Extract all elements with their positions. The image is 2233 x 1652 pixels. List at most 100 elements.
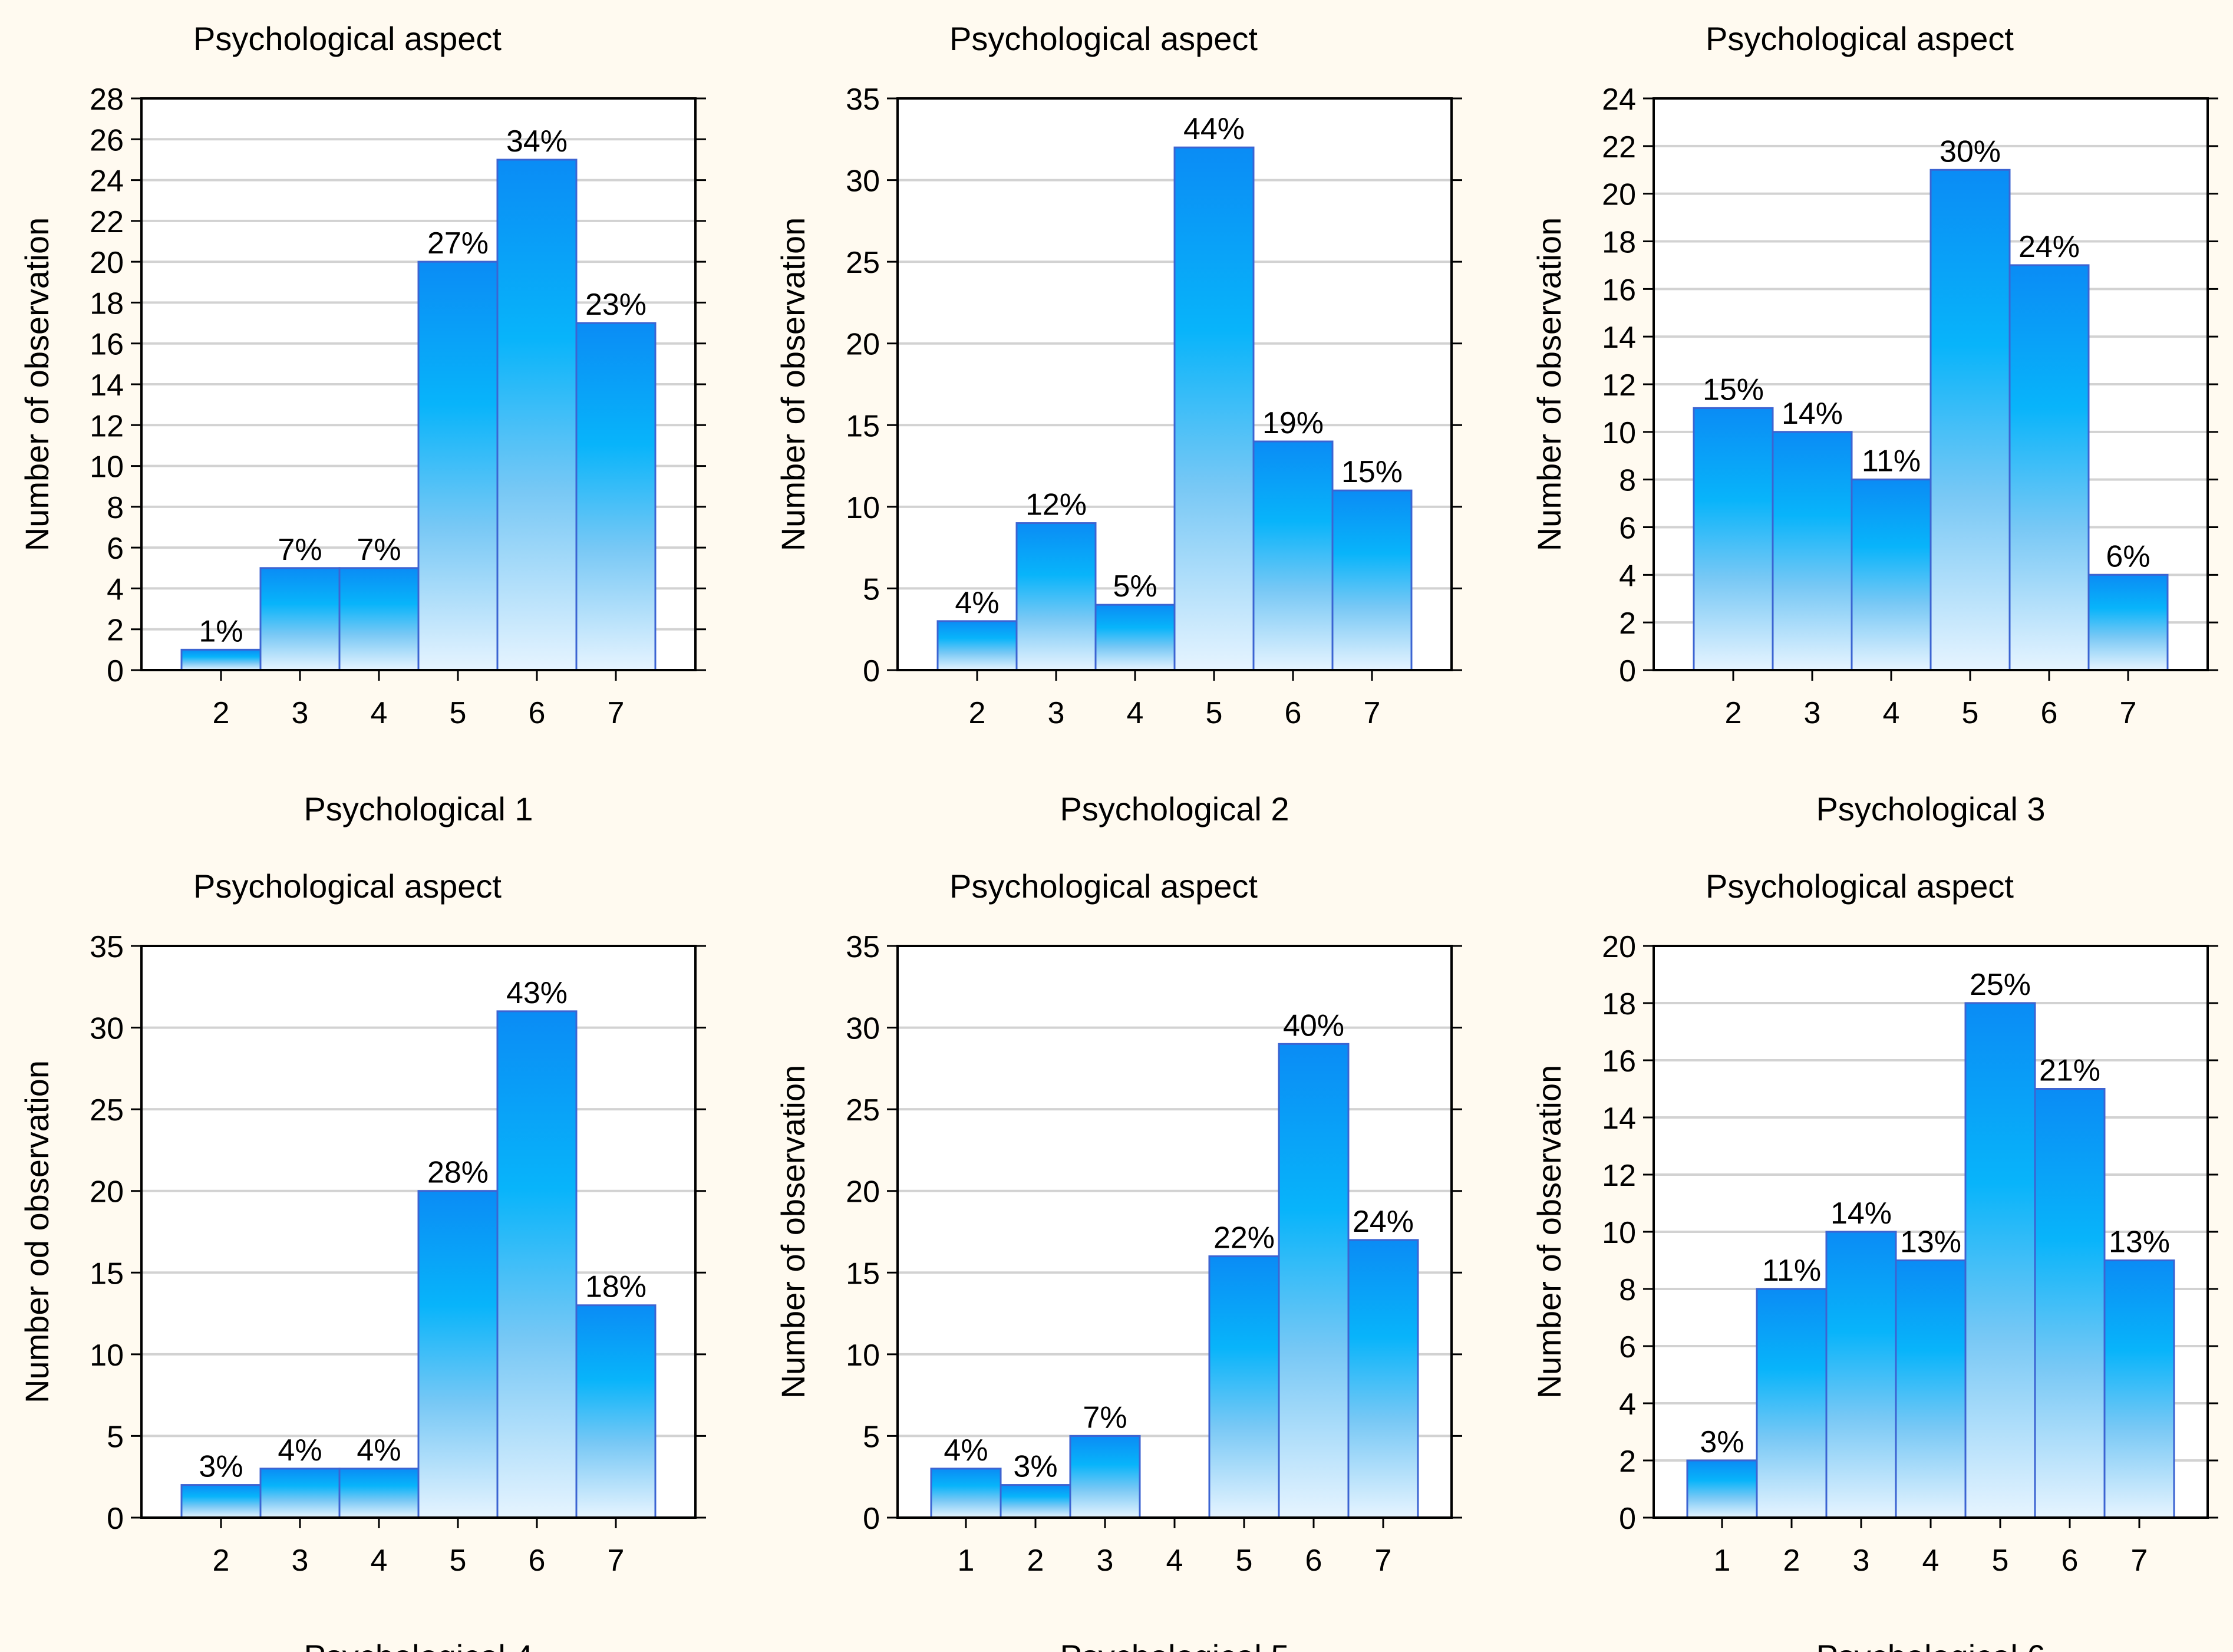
bar-percent-label: 15% xyxy=(1703,372,1764,407)
bars xyxy=(1686,1002,2175,1519)
y-tick-label: 20 xyxy=(1602,930,1636,964)
y-tick-label: 10 xyxy=(90,1338,124,1373)
bars xyxy=(930,1043,1419,1519)
bar-4 xyxy=(1851,479,1932,671)
x-tick-label: 7 xyxy=(1364,696,1381,730)
x-tick-label: 4 xyxy=(371,1544,388,1578)
bar-percent-label: 14% xyxy=(1830,1196,1892,1231)
x-tick-label: 6 xyxy=(1285,696,1302,730)
y-tick-label: 15 xyxy=(90,1257,124,1291)
y-tick-label: 22 xyxy=(90,205,124,239)
chart-panel-6: 0 2 4 6 8 10 12 14 16 18 20 3% 1 11% 2 14% 3 13% 4 25% 5 21% 6… xyxy=(1531,868,2218,1652)
bar-3 xyxy=(1015,522,1097,671)
bar-2 xyxy=(1000,1484,1071,1519)
bar-percent-label: 4% xyxy=(357,1433,401,1468)
x-tick-label: 2 xyxy=(1725,696,1742,730)
x-tick-label: 6 xyxy=(1305,1544,1322,1578)
bar-percent-label: 24% xyxy=(2018,230,2080,264)
x-tick-label: 3 xyxy=(1853,1544,1870,1578)
bar-percent-label: 27% xyxy=(427,226,489,261)
y-tick-label: 10 xyxy=(90,450,124,484)
bar-percent-label: 22% xyxy=(1213,1221,1275,1255)
bar-percent-label: 5% xyxy=(1113,569,1157,604)
y-tick-label: 14 xyxy=(1602,1102,1636,1136)
y-tick-label: 24 xyxy=(1602,83,1636,117)
bar-4 xyxy=(338,567,420,671)
y-tick-label: 10 xyxy=(846,491,880,525)
bar-percent-label: 13% xyxy=(1900,1225,1961,1259)
bar-6 xyxy=(496,159,578,671)
bars xyxy=(936,146,1413,671)
x-tick-label: 6 xyxy=(2062,1544,2079,1578)
x-tick-label: 2 xyxy=(1783,1544,1800,1578)
x-tick-label: 6 xyxy=(2041,696,2058,730)
chart-title: Psychological aspect xyxy=(193,20,502,57)
y-tick-label: 0 xyxy=(107,1502,124,1536)
bar-percent-label: 43% xyxy=(506,976,568,1010)
x-tick-label: 5 xyxy=(450,696,467,730)
bar-5 xyxy=(1929,169,2011,671)
bar-6 xyxy=(2008,264,2090,671)
y-tick-label: 6 xyxy=(1619,512,1636,546)
bar-7 xyxy=(575,1304,657,1519)
y-tick-label: 5 xyxy=(863,572,880,606)
bar-percent-label: 11% xyxy=(1862,444,1921,479)
x-tick-label: 5 xyxy=(1236,1544,1253,1578)
bar-3 xyxy=(259,1468,341,1519)
bar-percent-label: 15% xyxy=(1341,455,1403,489)
y-tick-label: 10 xyxy=(1602,1216,1636,1250)
y-tick-label: 2 xyxy=(107,614,124,648)
bar-3 xyxy=(259,567,341,671)
bar-percent-label: 4% xyxy=(944,1433,988,1468)
y-axis-label: Number of observation xyxy=(774,217,812,552)
plot-border xyxy=(1653,945,2209,1519)
y-tick-label: 8 xyxy=(1619,1273,1636,1307)
x-tick-label: 5 xyxy=(1206,696,1223,730)
bar-percent-label: 14% xyxy=(1782,397,1843,431)
bar-4 xyxy=(338,1468,420,1519)
bar-percent-label: 40% xyxy=(1283,1008,1344,1043)
x-tick-label: 3 xyxy=(292,696,309,730)
bar-percent-label: 18% xyxy=(585,1270,647,1304)
plot-border xyxy=(140,945,697,1519)
y-tick-label: 18 xyxy=(1602,226,1636,260)
x-tick-label: 2 xyxy=(213,696,230,730)
bar-percent-label: 7% xyxy=(278,533,322,567)
bar-percent-label: 4% xyxy=(278,1433,322,1468)
y-tick-label: 26 xyxy=(90,123,124,157)
y-tick-label: 12 xyxy=(1602,1159,1636,1193)
x-axis-label: Psychological 5 xyxy=(1060,1638,1289,1652)
x-tick-label: 2 xyxy=(213,1544,230,1578)
bar-7 xyxy=(2087,573,2169,671)
x-tick-label: 7 xyxy=(1375,1544,1392,1578)
bar-2 xyxy=(1693,407,1774,671)
bar-percent-label: 12% xyxy=(1025,488,1087,522)
bar-6 xyxy=(2034,1088,2106,1519)
bar-percent-label: 28% xyxy=(427,1156,489,1190)
y-tick-label: 20 xyxy=(846,1175,880,1209)
x-tick-label: 5 xyxy=(1992,1544,2009,1578)
y-tick-label: 8 xyxy=(107,491,124,525)
y-tick-label: 20 xyxy=(1602,178,1636,212)
x-tick-label: 7 xyxy=(2131,1544,2148,1578)
x-tick-label: 7 xyxy=(2120,696,2137,730)
chart-title: Psychological aspect xyxy=(1706,20,2014,57)
bar-2 xyxy=(936,620,1018,671)
bar-7 xyxy=(1331,489,1413,671)
bar-percent-label: 11% xyxy=(1762,1254,1821,1288)
y-tick-label: 6 xyxy=(107,532,124,566)
y-tick-label: 22 xyxy=(1602,130,1636,164)
x-tick-label: 4 xyxy=(1166,1544,1183,1578)
bar-2 xyxy=(1756,1288,1828,1519)
y-axis-label: Number od observation xyxy=(18,1060,55,1403)
y-axis-label: Number of observation xyxy=(18,217,55,552)
bar-3 xyxy=(1069,1435,1141,1519)
x-tick-label: 3 xyxy=(292,1544,309,1578)
x-tick-label: 5 xyxy=(450,1544,467,1578)
y-tick-label: 30 xyxy=(846,164,880,199)
bar-5 xyxy=(417,261,499,671)
y-tick-label: 18 xyxy=(90,286,124,321)
bar-2 xyxy=(180,648,262,671)
y-tick-label: 28 xyxy=(90,83,124,117)
x-tick-label: 2 xyxy=(1027,1544,1044,1578)
